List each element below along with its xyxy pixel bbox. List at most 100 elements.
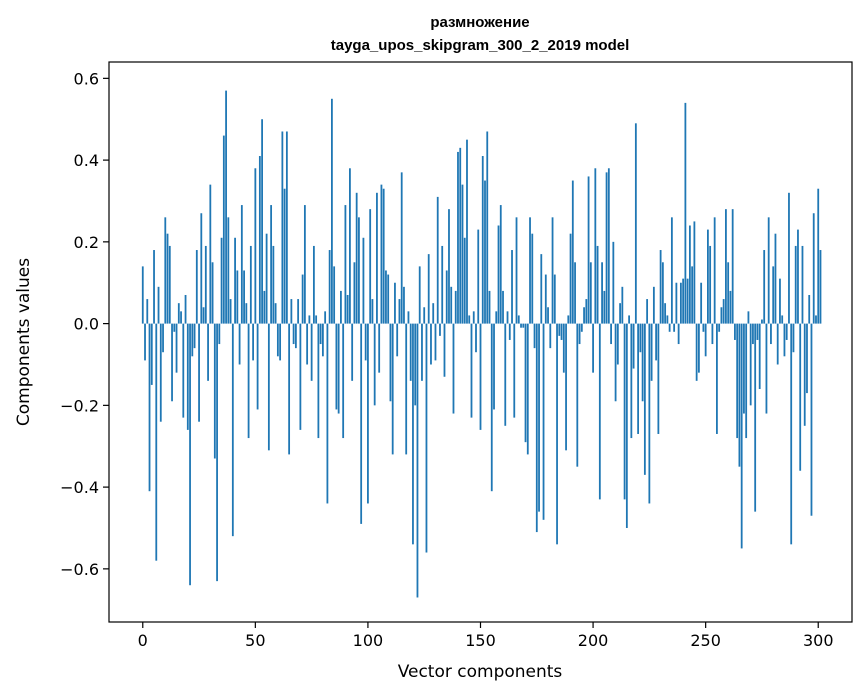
- bar-223: [643, 323, 646, 475]
- bar-126: [425, 323, 428, 553]
- bar-65: [288, 323, 291, 455]
- bar-78: [317, 323, 320, 439]
- bar-176: [538, 323, 540, 512]
- bar-242: [686, 278, 689, 324]
- bar-85: [333, 266, 336, 324]
- bar-214: [623, 323, 626, 500]
- bar-22: [191, 323, 194, 357]
- bar-129: [432, 303, 435, 324]
- bar-95: [355, 192, 358, 324]
- bar-184: [556, 323, 558, 545]
- x-tick-label-300: 300: [803, 631, 834, 650]
- bar-277: [765, 323, 768, 414]
- y-tick-label-1: −0.4: [60, 478, 99, 497]
- bar-257: [720, 307, 723, 324]
- bar-220: [637, 323, 640, 434]
- bar-37: [225, 90, 227, 324]
- bar-182: [551, 217, 554, 324]
- bar-249: [702, 323, 705, 332]
- bar-200: [592, 323, 594, 373]
- bar-108: [385, 270, 387, 324]
- bar-234: [668, 323, 671, 332]
- chart-subtitle: tayga_upos_skipgram_300_2_2019 model: [331, 37, 630, 54]
- bar-221: [639, 323, 642, 353]
- bar-121: [414, 323, 417, 406]
- bar-190: [569, 233, 572, 324]
- bar-86: [335, 323, 338, 410]
- bar-172: [529, 217, 531, 324]
- bar-131: [436, 196, 439, 324]
- bar-35: [220, 237, 223, 324]
- bar-13: [171, 323, 173, 402]
- bar-275: [761, 319, 763, 324]
- bar-63: [283, 188, 286, 324]
- bar-128: [430, 323, 432, 365]
- bar-261: [729, 290, 732, 324]
- bar-158: [497, 225, 500, 324]
- bar-162: [506, 311, 509, 324]
- bar-202: [596, 245, 599, 324]
- bar-160: [502, 290, 504, 324]
- x-tick-label-0: 0: [138, 631, 148, 650]
- bar-103: [373, 323, 376, 406]
- bar-246: [695, 323, 698, 381]
- bar-171: [526, 323, 529, 455]
- bar-88: [340, 290, 342, 324]
- y-tick-label-5: 0.4: [74, 151, 99, 170]
- bar-28: [204, 245, 207, 324]
- bar-159: [499, 205, 502, 324]
- bar-25: [198, 323, 200, 422]
- bar-266: [740, 323, 743, 549]
- bar-31: [211, 262, 214, 324]
- bar-60: [276, 323, 279, 357]
- bar-206: [605, 172, 608, 324]
- bar-124: [421, 323, 423, 381]
- bar-81: [324, 311, 327, 324]
- bar-52: [258, 156, 261, 324]
- bar-4: [150, 323, 153, 385]
- x-tick-label-200: 200: [578, 631, 609, 650]
- bar-224: [646, 299, 649, 324]
- bar-57: [270, 205, 273, 324]
- bar-29: [207, 323, 209, 381]
- bar-5: [153, 250, 155, 324]
- bar-273: [756, 323, 759, 340]
- bar-34: [218, 323, 221, 345]
- bar-252: [709, 245, 712, 324]
- bar-123: [418, 266, 421, 324]
- bar-294: [803, 323, 806, 426]
- bar-250: [704, 323, 707, 357]
- y-tick-label-3: 0.0: [74, 315, 99, 334]
- bar-279: [770, 323, 772, 345]
- bar-208: [610, 323, 612, 345]
- bar-127: [427, 254, 430, 324]
- bar-293: [801, 245, 804, 324]
- bar-140: [457, 151, 459, 324]
- bar-144: [466, 139, 468, 324]
- bar-260: [727, 262, 730, 324]
- bar-46: [245, 303, 248, 324]
- bar-48: [249, 245, 252, 324]
- bar-41: [234, 237, 236, 324]
- bar-56: [267, 323, 270, 451]
- bar-139: [454, 290, 457, 324]
- bar-268: [745, 323, 748, 439]
- bar-113: [396, 323, 399, 357]
- bar-104: [376, 192, 378, 324]
- bar-72: [303, 205, 306, 324]
- bar-247: [698, 323, 700, 373]
- bar-109: [387, 274, 390, 324]
- bar-274: [758, 323, 761, 390]
- bar-291: [797, 229, 799, 324]
- bar-201: [594, 168, 597, 324]
- bar-235: [670, 217, 673, 324]
- bar-265: [738, 323, 741, 467]
- bar-18: [182, 323, 185, 418]
- bar-122: [416, 323, 419, 598]
- bar-132: [439, 323, 441, 336]
- bar-10: [164, 217, 167, 324]
- bar-115: [400, 172, 403, 324]
- bar-237: [675, 282, 678, 324]
- bar-194: [578, 323, 581, 345]
